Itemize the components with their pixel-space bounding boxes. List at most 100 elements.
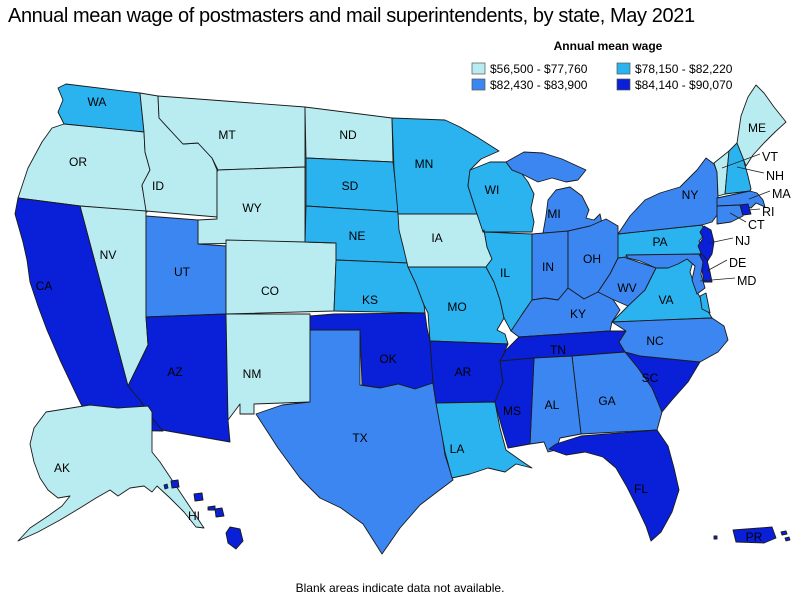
state-label-NY: NY [682, 188, 699, 202]
state-label-AZ: AZ [167, 365, 182, 379]
state-HI-molokai[interactable] [207, 505, 216, 511]
legend-swatch-3 [471, 78, 486, 91]
leader-line-NJ [708, 237, 734, 244]
page-title: Annual mean wage of postmasters and mail… [8, 5, 695, 27]
state-HI-niihau[interactable] [163, 483, 169, 490]
legend-swatch-1 [471, 62, 486, 75]
state-label-MD: MD [737, 274, 756, 288]
state-HI-kauai[interactable] [170, 479, 180, 489]
state-KY[interactable] [510, 287, 621, 338]
states-layer [14, 83, 791, 555]
state-HI-oahu[interactable] [193, 492, 204, 502]
state-label-MO: MO [447, 300, 466, 314]
state-FL[interactable] [548, 429, 680, 542]
state-VA-eastern-shore[interactable] [699, 292, 711, 314]
state-label-DE: DE [729, 256, 746, 270]
leader-line-MD [699, 277, 736, 282]
state-label-KY: KY [570, 307, 586, 321]
state-PR-mona[interactable] [713, 535, 718, 540]
state-label-MT: MT [218, 128, 236, 142]
legend-title: Annual mean wage [554, 39, 663, 53]
state-GA[interactable] [571, 351, 663, 435]
state-label-NM: NM [243, 367, 262, 381]
state-label-VT: VT [762, 150, 778, 164]
state-label-IL: IL [500, 266, 510, 280]
state-MS[interactable] [494, 357, 535, 449]
state-label-NV: NV [100, 248, 117, 262]
legend-swatch-2 [616, 62, 631, 75]
state-label-ND: ND [339, 128, 357, 142]
state-label-UT: UT [174, 265, 191, 279]
state-label-PR: PR [746, 530, 763, 544]
state-label-WA: WA [88, 95, 107, 109]
state-TX[interactable] [255, 329, 454, 555]
state-label-MI: MI [547, 207, 560, 221]
state-label-WI: WI [485, 183, 500, 197]
state-label-PA: PA [652, 235, 667, 249]
state-label-VA: VA [658, 293, 673, 307]
state-label-WY: WY [242, 201, 261, 215]
state-label-OR: OR [69, 155, 87, 169]
leader-line-DE [706, 259, 728, 272]
state-label-NJ: NJ [735, 234, 750, 248]
footer-note: Blank areas indicate data not available. [296, 581, 505, 595]
state-label-IN: IN [542, 260, 554, 274]
state-label-ME: ME [748, 121, 766, 135]
leader-lines [699, 153, 771, 282]
state-PR-vieques[interactable] [780, 530, 788, 536]
state-label-NE: NE [349, 229, 366, 243]
state-label-MA: MA [772, 187, 791, 201]
state-AK[interactable] [17, 404, 205, 542]
leader-line-VT [721, 153, 761, 169]
state-HI[interactable] [225, 526, 244, 550]
legend-label-4: $84,140 - $90,070 [635, 78, 733, 92]
state-label-SD: SD [342, 179, 359, 193]
state-label-HI: HI [188, 509, 200, 523]
state-label-WV: WV [617, 281, 636, 295]
state-label-IA: IA [431, 231, 442, 245]
state-label-CO: CO [261, 284, 279, 298]
state-label-TN: TN [550, 343, 566, 357]
state-label-RI: RI [762, 205, 775, 219]
leader-line-NH [736, 166, 765, 174]
state-label-MN: MN [415, 157, 434, 171]
state-LA[interactable] [435, 401, 533, 479]
state-MN[interactable] [391, 117, 500, 215]
state-label-CA: CA [36, 279, 53, 293]
state-ME[interactable] [736, 84, 787, 167]
state-PR[interactable] [732, 526, 777, 544]
state-CO[interactable] [225, 239, 337, 315]
state-label-OK: OK [379, 352, 396, 366]
state-MD[interactable] [625, 253, 706, 295]
state-IA[interactable] [397, 213, 493, 268]
state-label-OH: OH [583, 252, 601, 266]
legend-label-3: $82,430 - $83,900 [490, 78, 588, 92]
state-label-FL: FL [634, 482, 648, 496]
state-label-CT: CT [748, 218, 765, 232]
leader-line-RI [747, 208, 761, 211]
state-label-MS: MS [503, 404, 521, 418]
state-label-GA: GA [598, 394, 615, 408]
legend-label-1: $56,500 - $77,760 [490, 62, 588, 76]
state-CT[interactable] [716, 204, 744, 225]
state-MT[interactable] [157, 95, 306, 171]
state-label-ID: ID [152, 179, 164, 193]
state-label-NC: NC [646, 334, 664, 348]
state-label-SC: SC [642, 371, 659, 385]
state-MI-upper[interactable] [505, 151, 587, 183]
state-labels: WA OR CA NV ID MT WY UT CO AZ NM ND SD N… [36, 95, 792, 544]
state-MI[interactable] [542, 186, 604, 234]
legend-label-2: $78,150 - $82,220 [635, 62, 733, 76]
legend: Annual mean wage $56,500 - $77,760 $78,1… [471, 39, 733, 92]
state-HI-maui[interactable] [214, 507, 225, 518]
leader-line-CT [729, 212, 747, 223]
state-label-AR: AR [455, 365, 472, 379]
state-PR-culebra[interactable] [784, 536, 791, 542]
state-label-NH: NH [766, 169, 784, 183]
state-label-AL: AL [545, 398, 560, 412]
leader-line-MA [748, 190, 771, 200]
state-label-AK: AK [54, 461, 70, 475]
state-label-KS: KS [362, 293, 378, 307]
state-label-TX: TX [352, 431, 367, 445]
